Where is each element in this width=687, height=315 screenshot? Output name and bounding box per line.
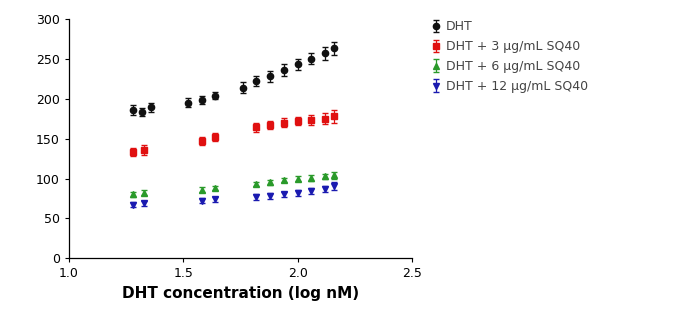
Legend: DHT, DHT + 3 μg/mL SQ40, DHT + 6 μg/mL SQ40, DHT + 12 μg/mL SQ40: DHT, DHT + 3 μg/mL SQ40, DHT + 6 μg/mL S… <box>432 20 588 93</box>
X-axis label: DHT concentration (log nM): DHT concentration (log nM) <box>122 286 359 301</box>
